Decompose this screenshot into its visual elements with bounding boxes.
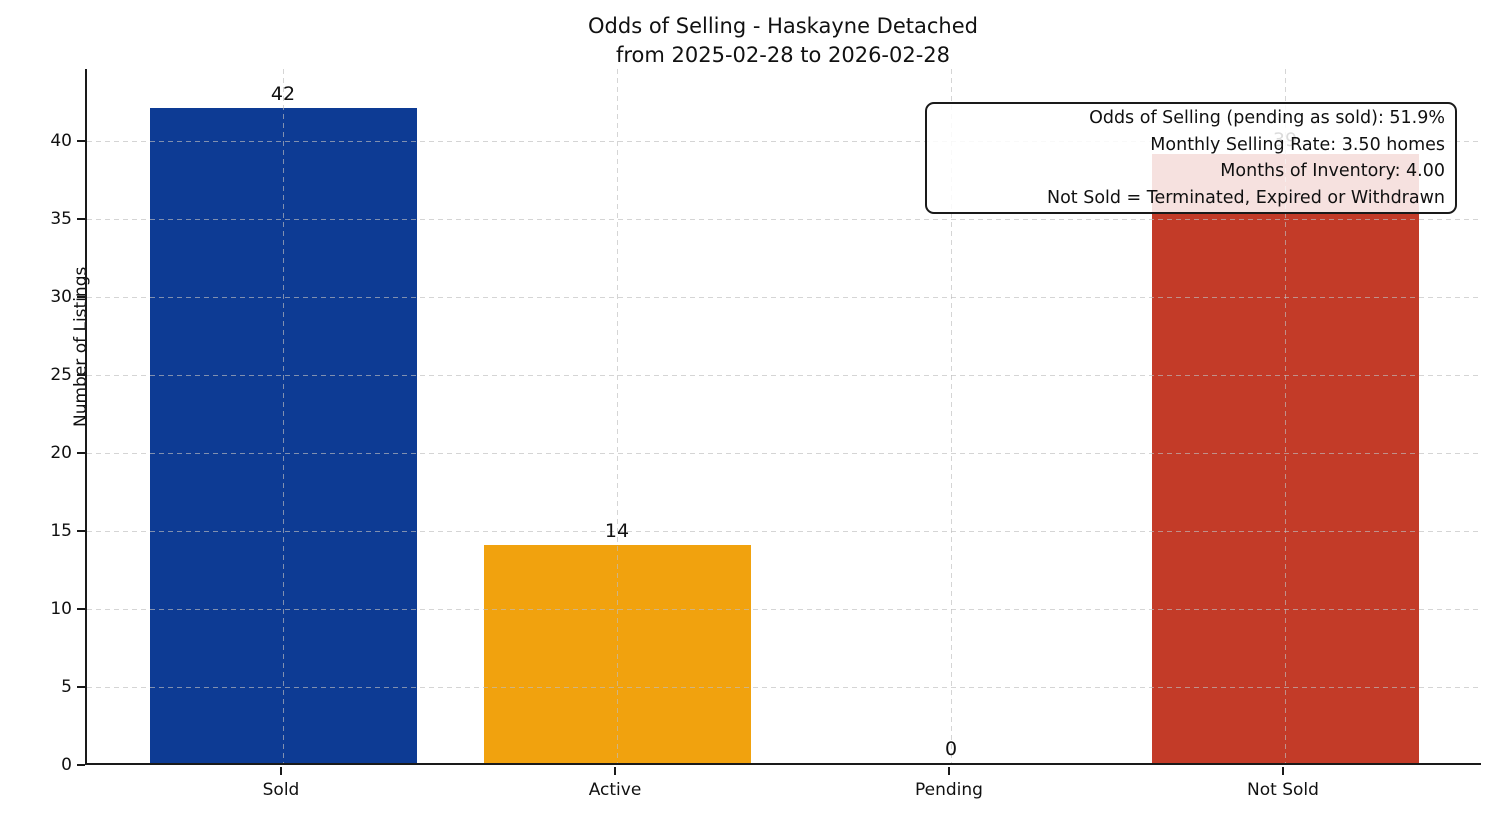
y-tick-mark-40: [77, 139, 85, 142]
chart-title-line1: Odds of Selling - Haskayne Detached: [588, 14, 978, 38]
y-tick-label-25: 25: [50, 364, 72, 385]
x-tick-mark-active: [614, 767, 616, 775]
x-tick-label-sold: Sold: [262, 780, 300, 800]
chart-title-line2: from 2025-02-28 to 2026-02-28: [615, 43, 951, 67]
y-tick-mark-20: [77, 451, 85, 454]
x-tick-mark-pending: [948, 767, 950, 775]
y-tick-mark-10: [77, 607, 85, 610]
y-tick-label-20: 20: [50, 442, 72, 463]
y-tick-label-10: 10: [50, 598, 72, 619]
y-tick-label-0: 0: [61, 755, 72, 775]
x-tick-mark-not-sold: [1282, 767, 1284, 775]
x-tick-label-not-sold: Not Sold: [1247, 780, 1319, 800]
gridline-y-30: [87, 296, 1481, 298]
bar-value-label-pending: 0: [944, 738, 958, 760]
annotation-line-1: Odds of Selling (pending as sold): 51.9%: [1089, 108, 1445, 128]
y-tick-label-30: 30: [50, 286, 72, 307]
y-tick-mark-35: [77, 217, 85, 220]
y-tick-mark-30: [77, 295, 85, 298]
x-tick-label-active: Active: [588, 780, 642, 800]
annotation-line-3: Months of Inventory: 4.00: [1220, 161, 1445, 181]
plot-area: 4214039: [85, 69, 1481, 765]
gridline-x-not-sold: [1285, 69, 1286, 763]
y-tick-mark-5: [77, 685, 85, 688]
gridline-y-5: [87, 686, 1481, 688]
annotation-line-2: Monthly Selling Rate: 3.50 homes: [1150, 134, 1445, 155]
bar-value-label-active: 14: [604, 520, 630, 542]
gridline-y-10: [87, 608, 1481, 610]
gridline-x-sold: [283, 69, 284, 763]
y-tick-mark-25: [77, 373, 85, 376]
y-tick-label-35: 35: [50, 208, 72, 229]
x-tick-label-pending: Pending: [915, 780, 983, 800]
bar-value-label-sold: 42: [270, 83, 296, 105]
chart-title: Odds of Selling - Haskayne Detached from…: [85, 12, 1481, 70]
annotation-box: Odds of Selling (pending as sold): 51.9%…: [925, 102, 1457, 214]
y-tick-label-15: 15: [50, 520, 72, 541]
gridline-y-15: [87, 530, 1481, 532]
annotation-line-4: Not Sold = Terminated, Expired or Withdr…: [1046, 187, 1445, 208]
y-tick-label-5: 5: [61, 676, 72, 697]
y-tick-mark-0: [77, 764, 85, 766]
y-tick-label-40: 40: [50, 130, 72, 151]
gridline-y-25: [87, 374, 1481, 376]
gridline-x-active: [617, 69, 618, 763]
gridline-y-40: [87, 140, 1481, 142]
gridline-y-35: [87, 218, 1481, 220]
gridline-y-20: [87, 452, 1481, 454]
gridline-x-pending: [951, 69, 952, 763]
x-tick-mark-sold: [280, 767, 282, 775]
y-tick-mark-15: [77, 529, 85, 532]
